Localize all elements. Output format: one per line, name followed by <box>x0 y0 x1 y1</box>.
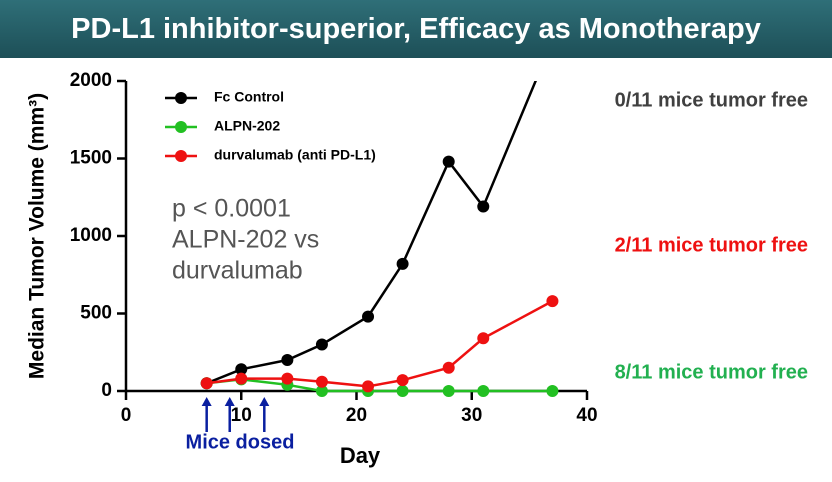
outcome-label: 2/11 mice tumor free <box>615 234 808 256</box>
y-axis-label: Median Tumor Volume (mm³) <box>26 93 49 379</box>
data-point <box>546 35 558 47</box>
dosing-label: Mice dosed <box>186 431 295 453</box>
y-tick-label: 0 <box>101 380 112 401</box>
x-tick-label: 40 <box>576 405 597 426</box>
data-point <box>477 200 490 213</box>
data-point <box>235 372 248 385</box>
data-point <box>546 295 559 308</box>
data-point <box>477 332 490 345</box>
data-point <box>442 155 455 168</box>
series-line <box>206 299 554 388</box>
data-point <box>281 372 294 385</box>
data-point <box>315 375 328 388</box>
outcome-label: 8/11 mice tumor free <box>615 361 808 383</box>
legend-marker <box>175 150 187 162</box>
data-point <box>442 385 455 397</box>
data-point <box>396 374 409 387</box>
data-point <box>546 385 559 397</box>
data-point <box>396 385 409 397</box>
data-point <box>200 377 213 390</box>
annotation: ALPN-202 vs <box>172 226 319 254</box>
y-tick-label: 500 <box>80 303 112 324</box>
legend-label: ALPN-202 <box>214 118 280 134</box>
legend-marker <box>175 92 187 104</box>
data-point <box>315 338 328 351</box>
annotation: durvalumab <box>172 257 303 285</box>
chart-title: PD-L1 inhibitor-superior, Efficacy as Mo… <box>71 13 761 45</box>
dose-arrowhead <box>224 397 235 406</box>
data-point <box>477 385 490 397</box>
title-banner: PD-L1 inhibitor-superior, Efficacy as Mo… <box>0 0 832 58</box>
outcome-label: 0/11 mice tumor free <box>615 89 808 111</box>
data-point <box>235 363 248 376</box>
dose-arrowhead <box>201 397 212 406</box>
data-point <box>281 354 294 366</box>
legend-marker <box>175 121 187 133</box>
x-axis-label: Day <box>340 443 381 468</box>
y-tick-label: 1000 <box>70 225 112 246</box>
annotation: p < 0.0001 <box>172 195 291 223</box>
x-tick-label: 30 <box>461 405 482 426</box>
data-point <box>362 310 375 323</box>
plot-area <box>200 35 559 397</box>
dose-arrowhead <box>259 397 270 406</box>
y-tick-label: 1500 <box>70 148 112 169</box>
data-point <box>315 385 328 397</box>
legend-label: durvalumab (anti PD-L1) <box>214 147 376 163</box>
x-tick-label: 20 <box>346 405 367 426</box>
x-tick-label: 10 <box>231 405 252 426</box>
data-point <box>396 257 409 270</box>
y-tick-label: 2000 <box>70 70 112 91</box>
data-point <box>442 361 455 374</box>
data-point <box>362 380 375 393</box>
x-tick-label: 0 <box>121 405 132 426</box>
legend-label: Fc Control <box>214 89 284 105</box>
